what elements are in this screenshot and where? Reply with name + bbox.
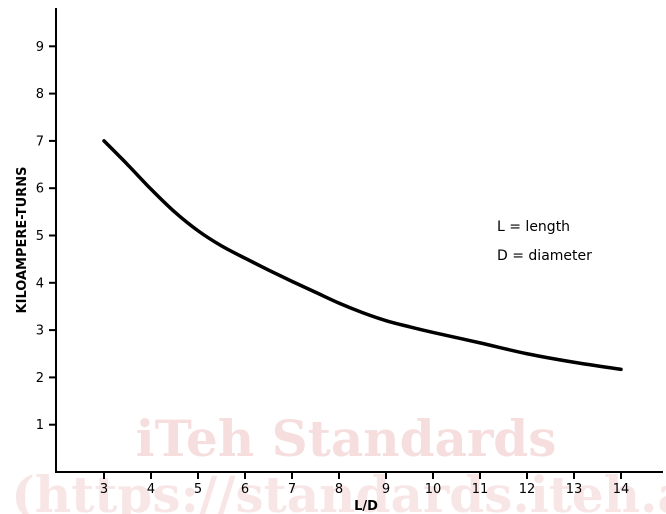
legend: L = length D = diameter <box>497 219 592 264</box>
data-point <box>220 244 223 248</box>
data-point <box>126 163 129 167</box>
y-tick-label: 6 <box>36 182 44 197</box>
x-tick-label: 9 <box>382 482 390 497</box>
data-point <box>384 319 388 323</box>
y-tick-label: 2 <box>36 371 44 386</box>
x-tick-label: 11 <box>472 482 489 497</box>
y-tick-label: 7 <box>36 134 44 149</box>
data-point <box>314 290 317 294</box>
axes <box>55 8 663 473</box>
x-tick-label: 12 <box>519 482 536 497</box>
y-tick-label: 1 <box>36 418 44 433</box>
data-point <box>525 352 529 356</box>
data-point <box>267 268 270 272</box>
y-tick-label: 8 <box>36 87 44 102</box>
x-tick-label: 7 <box>288 482 296 497</box>
legend-diameter: D = diameter <box>497 248 592 264</box>
x-tick-label: 10 <box>425 482 442 497</box>
x-tick-label: 13 <box>566 482 583 497</box>
x-tick-label: 6 <box>241 482 249 497</box>
y-axis-title: KILOAMPERE-TURNS <box>15 167 30 314</box>
x-tick-label: 4 <box>147 482 155 497</box>
data-point <box>478 341 482 345</box>
data-point <box>290 279 294 283</box>
y-tick-label: 5 <box>36 229 44 244</box>
data-point <box>196 229 200 233</box>
data-point <box>408 325 411 329</box>
data-point <box>243 256 247 260</box>
x-tick-label: 8 <box>335 482 343 497</box>
watermark-line-1: iTeh Standards <box>136 409 557 468</box>
y-tick-label: 3 <box>36 324 44 339</box>
x-tick-label: 14 <box>613 482 630 497</box>
data-point <box>102 139 106 143</box>
data-point <box>572 360 576 364</box>
y-tick-label: 4 <box>36 276 44 291</box>
data-point <box>619 367 623 371</box>
y-ticks: 1 2 3 4 5 6 7 8 9 <box>36 40 56 433</box>
data-point <box>173 210 176 214</box>
data-point <box>361 311 364 315</box>
x-tick-label: 5 <box>194 482 202 497</box>
x-ticks: 3 4 5 6 7 8 9 10 11 12 13 14 <box>100 472 629 497</box>
x-axis-title: L/D <box>354 499 378 514</box>
watermark: iTeh Standards (https://standards.iteh.a… <box>11 409 666 514</box>
legend-length: L = length <box>497 219 570 235</box>
y-tick-label: 9 <box>36 40 44 55</box>
data-point <box>149 187 153 191</box>
data-point <box>431 330 435 334</box>
x-tick-label: 3 <box>100 482 108 497</box>
data-point <box>337 301 341 305</box>
series-group <box>102 139 623 372</box>
